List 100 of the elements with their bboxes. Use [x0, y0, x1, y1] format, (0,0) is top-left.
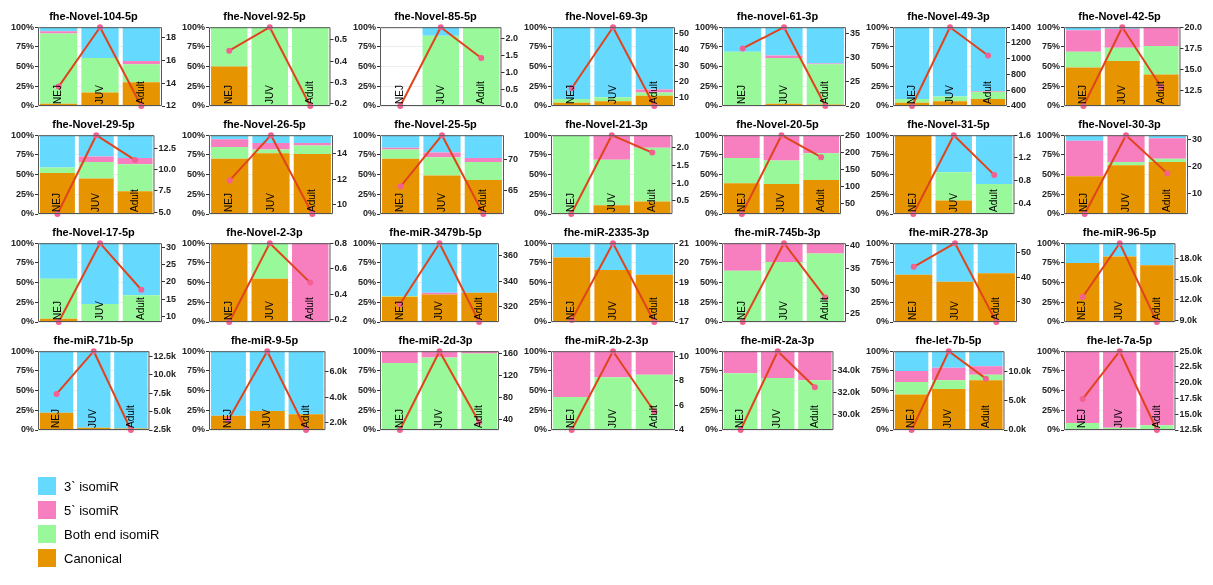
y-tick-label: 100% — [865, 345, 890, 356]
x-tick-label: NEJ — [1077, 85, 1089, 104]
y2-tick-label: 70 — [507, 154, 518, 165]
y2-tick-label: 8 — [678, 375, 684, 386]
x-tick-label: NEJ — [1078, 193, 1090, 212]
y-tick-label: 75% — [187, 149, 206, 160]
y-tick-label: 50% — [700, 169, 719, 180]
x-tick-label: JUV — [433, 408, 445, 428]
y-tick-label: 25% — [871, 296, 890, 307]
y-tick-label: 25% — [16, 188, 35, 199]
y-tick-label: 100% — [523, 129, 548, 140]
y-tick-label: 0% — [876, 208, 890, 219]
x-tick-label: NEJ — [394, 85, 406, 104]
y2-tick-label: 1.0 — [676, 177, 689, 188]
chart-title: fhe-Novel-25-5p — [394, 117, 478, 130]
y-tick-label: 75% — [529, 365, 548, 376]
y-tick-label: 75% — [700, 365, 719, 376]
y2-tick-label: 30 — [165, 241, 176, 252]
y-tick-label: 75% — [700, 257, 719, 268]
y2-tick-label: 200 — [844, 146, 861, 157]
y2-tick-label: 2.0 — [676, 142, 689, 153]
y-tick-label: 0% — [21, 208, 35, 219]
y2-tick-label: 35 — [849, 262, 860, 273]
y2-tick-label: 25 — [849, 307, 860, 318]
y2-tick-label: 12.5 — [1184, 84, 1203, 95]
x-tick-label: Adult — [645, 188, 657, 212]
y2-tick-label: 40 — [1020, 271, 1031, 282]
y-tick-label: 100% — [694, 345, 719, 356]
y2-tick-label: 0.4 — [334, 55, 347, 66]
y2-tick-label: 7.5k — [153, 387, 172, 398]
y-tick-label: 75% — [1042, 149, 1061, 160]
y2-tick-label: 7.5 — [158, 185, 171, 196]
y-tick-label: 50% — [358, 169, 377, 180]
y-tick-label: 50% — [358, 277, 377, 288]
x-tick-label: Adult — [303, 80, 315, 104]
y2-tick-label: 12.5 — [158, 142, 177, 153]
y-tick-label: 50% — [187, 61, 206, 72]
y2-tick-label: 50 — [844, 198, 855, 209]
x-tick-label: JUV — [605, 192, 617, 212]
x-tick-label: Adult — [306, 188, 318, 212]
x-tick-label: Adult — [1150, 404, 1162, 428]
y2-tick-label: 5.0 — [158, 206, 171, 217]
y-tick-label: 0% — [705, 208, 719, 219]
y-tick-label: 100% — [1036, 237, 1061, 248]
y2-tick-label: 25.0k — [1179, 345, 1203, 356]
x-tick-label: JUV — [771, 408, 783, 428]
y-tick-label: 0% — [192, 424, 206, 435]
x-tick-label: Adult — [979, 404, 991, 428]
y-tick-label: 75% — [700, 149, 719, 160]
y-tick-label: 25% — [187, 404, 206, 415]
y-tick-label: 50% — [1042, 61, 1061, 72]
legend-label: Canonical — [64, 550, 122, 566]
x-tick-label: NEJ — [222, 409, 234, 428]
y-tick-label: 50% — [700, 61, 719, 72]
y-tick-label: 100% — [352, 237, 377, 248]
y-tick-label: 100% — [694, 129, 719, 140]
y2-tick-label: 30.0k — [837, 409, 861, 420]
y2-tick-label: 20 — [678, 76, 689, 87]
y2-tick-label: 10 — [336, 199, 347, 210]
y-tick-label: 0% — [192, 208, 206, 219]
x-tick-label: Adult — [987, 188, 999, 212]
y2-tick-label: 1.0 — [505, 66, 518, 77]
y2-tick-label: 17.5k — [1179, 392, 1203, 403]
y-tick-label: 25% — [700, 188, 719, 199]
y2-tick-label: 25 — [849, 76, 860, 87]
y-tick-label: 25% — [187, 80, 206, 91]
chart-title: fhe-miR-278-3p — [908, 225, 989, 238]
y2-tick-label: 10 — [165, 310, 176, 321]
chart-title: fhe-Novel-92-5p — [223, 9, 307, 22]
x-tick-label: NEJ — [735, 193, 747, 212]
x-tick-label: JUV — [777, 300, 789, 320]
y2-tick-label: 0.0 — [505, 100, 518, 111]
x-tick-label: Adult — [648, 296, 660, 320]
y-tick-label: 25% — [871, 404, 890, 415]
y-tick-label: 25% — [358, 188, 377, 199]
y2-tick-label: 800 — [1010, 68, 1027, 79]
y-tick-label: 75% — [700, 41, 719, 52]
x-tick-label: NEJ — [905, 85, 917, 104]
chart-title: fhe-novel-61-3p — [736, 9, 819, 22]
y-tick-label: 25% — [1042, 80, 1061, 91]
y-tick-label: 0% — [1047, 100, 1061, 111]
chart-title: fhe-miR-3479b-5p — [389, 225, 482, 238]
y-tick-label: 75% — [187, 365, 206, 376]
y2-tick-label: 2.0 — [505, 33, 518, 44]
y-tick-label: 75% — [358, 257, 377, 268]
x-tick-label: JUV — [947, 192, 959, 212]
y-tick-label: 75% — [871, 41, 890, 52]
y2-tick-label: 6.0k — [329, 366, 348, 377]
chart-title: fhe-Novel-30-3p — [1078, 117, 1162, 130]
y2-tick-label: 0.5 — [676, 195, 689, 206]
y-tick-label: 100% — [10, 21, 35, 32]
x-tick-label: Adult — [1150, 296, 1162, 320]
y-tick-label: 100% — [523, 21, 548, 32]
y-tick-label: 25% — [529, 296, 548, 307]
y2-tick-label: 30 — [849, 285, 860, 296]
y2-tick-label: 21 — [678, 237, 689, 248]
y-tick-label: 25% — [700, 404, 719, 415]
y2-tick-label: 10.0 — [158, 163, 177, 174]
y2-tick-label: 6 — [678, 399, 684, 410]
x-tick-label: JUV — [943, 84, 955, 104]
